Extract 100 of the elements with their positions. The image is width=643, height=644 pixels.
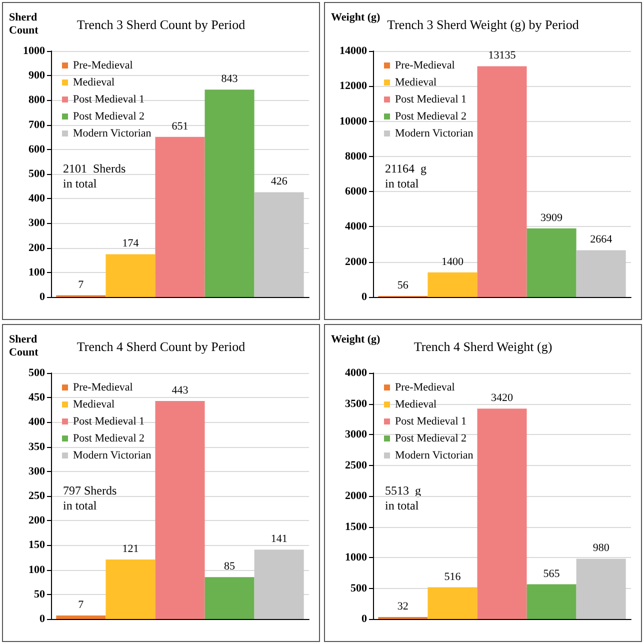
annotation: 21164 g in total	[385, 162, 427, 190]
data-label: 843	[221, 73, 238, 86]
bar	[254, 550, 304, 619]
legend-label: Medieval	[73, 76, 115, 88]
bar	[428, 587, 478, 619]
y-tick-label: 6000	[345, 186, 368, 198]
legend-label: Pre-Medieval	[73, 60, 133, 72]
y-tick-label: 0	[362, 613, 368, 625]
legend-label: Post Medieval 1	[395, 416, 466, 428]
chart-title: Trench 4 Sherd Weight (g)	[414, 339, 552, 354]
y-tick-label: 50	[34, 588, 46, 600]
bar	[254, 192, 304, 297]
y-tick-label: 0	[40, 613, 46, 625]
legend-label: Pre-Medieval	[395, 382, 455, 394]
y-tick-label: 450	[28, 392, 46, 404]
y-axis-title: Weight (g)	[331, 334, 381, 346]
bar	[204, 577, 254, 619]
bar	[526, 228, 576, 297]
legend-label: Post Medieval 2	[73, 432, 144, 444]
bar	[106, 559, 156, 619]
data-label: 651	[172, 120, 188, 132]
y-tick-label: 10000	[340, 115, 368, 128]
legend-label: Post Medieval 1	[73, 416, 144, 428]
y-tick-label: 100	[28, 266, 46, 278]
annotation: 797 Sherds in total	[63, 484, 117, 512]
y-tick-label: 200	[28, 242, 46, 254]
y-tick-label: 100	[28, 564, 46, 576]
bar	[477, 66, 527, 297]
y-tick-label: 1000	[23, 45, 46, 57]
legend-label: Pre-Medieval	[73, 382, 133, 394]
bar	[576, 558, 626, 619]
y-tick-label: 4000	[345, 367, 368, 379]
y-tick-label: 2500	[345, 459, 368, 472]
data-label: 56	[397, 280, 409, 292]
y-tick-label: 500	[28, 168, 46, 180]
data-label: 32	[397, 600, 408, 613]
y-tick-label: 0	[362, 291, 368, 303]
data-label: 565	[543, 568, 560, 580]
y-tick-label: 2000	[345, 256, 368, 268]
y-tick-label: 800	[28, 94, 46, 106]
legend-label: Medieval	[395, 76, 437, 88]
bar	[204, 90, 254, 297]
y-tick-label: 600	[28, 143, 46, 156]
data-label: 13135	[488, 50, 516, 62]
y-tick-label: 0	[40, 291, 46, 303]
y-tick-label: 500	[350, 582, 368, 594]
y-axis-title: Weight (g)	[331, 12, 381, 24]
y-tick-label: 12000	[340, 80, 368, 92]
y-tick-label: 150	[28, 539, 46, 552]
legend-label: Modern Victorian	[395, 128, 474, 140]
y-axis-title: Sherd Count	[9, 334, 39, 358]
bar	[526, 584, 576, 619]
legend-label: Modern Victorian	[73, 128, 152, 140]
data-label: 85	[224, 560, 236, 573]
data-label: 121	[122, 542, 139, 555]
y-tick-label: 14000	[340, 45, 368, 57]
data-label: 7	[78, 278, 84, 291]
annotation: 2101 Sherds in total	[63, 162, 126, 190]
data-label: 3420	[491, 392, 514, 404]
legend-label: Medieval	[73, 398, 115, 410]
chart-title: Trench 4 Sherd Count by Period	[76, 339, 246, 354]
y-tick-label: 300	[28, 217, 46, 230]
y-tick-label: 700	[28, 118, 46, 131]
y-tick-label: 500	[28, 367, 46, 379]
y-axis-title: Sherd Count	[9, 12, 39, 36]
bar	[576, 250, 626, 297]
legend-label: Modern Victorian	[395, 450, 474, 462]
data-label: 3909	[540, 212, 564, 224]
bar	[56, 616, 106, 619]
y-tick-label: 1500	[345, 520, 368, 533]
chart-title: Trench 3 Sherd Weight (g) by Period	[387, 17, 580, 32]
y-tick-label: 350	[28, 440, 46, 453]
legend-label: Modern Victorian	[73, 450, 152, 462]
y-tick-label: 1000	[345, 552, 368, 564]
bar	[155, 401, 205, 619]
legend-label: Post Medieval 2	[395, 432, 466, 444]
chart-title: Trench 3 Sherd Count by Period	[76, 17, 246, 32]
y-tick-label: 300	[28, 465, 46, 478]
y-tick-label: 200	[28, 514, 46, 527]
y-tick-label: 400	[28, 192, 46, 205]
legend-label: Post Medieval 2	[73, 110, 144, 122]
data-label: 443	[172, 384, 189, 397]
legend-label: Post Medieval 1	[395, 94, 466, 106]
bar	[428, 272, 478, 297]
y-tick-label: 2000	[345, 490, 368, 502]
data-label: 2664	[590, 234, 613, 246]
data-label: 980	[592, 542, 610, 554]
y-tick-label: 250	[28, 490, 46, 502]
data-label: 141	[270, 533, 288, 546]
y-tick-label: 400	[28, 416, 46, 428]
y-tick-label: 3000	[345, 428, 368, 440]
data-label: 516	[444, 570, 462, 583]
y-tick-label: 900	[28, 70, 46, 82]
y-tick-label: 4000	[345, 220, 368, 233]
legend-label: Post Medieval 2	[395, 110, 466, 122]
data-label: 174	[122, 238, 140, 250]
legend-label: Post Medieval 1	[73, 94, 144, 106]
bar	[106, 254, 156, 297]
legend-label: Pre-Medieval	[395, 60, 455, 72]
bar	[155, 136, 205, 297]
